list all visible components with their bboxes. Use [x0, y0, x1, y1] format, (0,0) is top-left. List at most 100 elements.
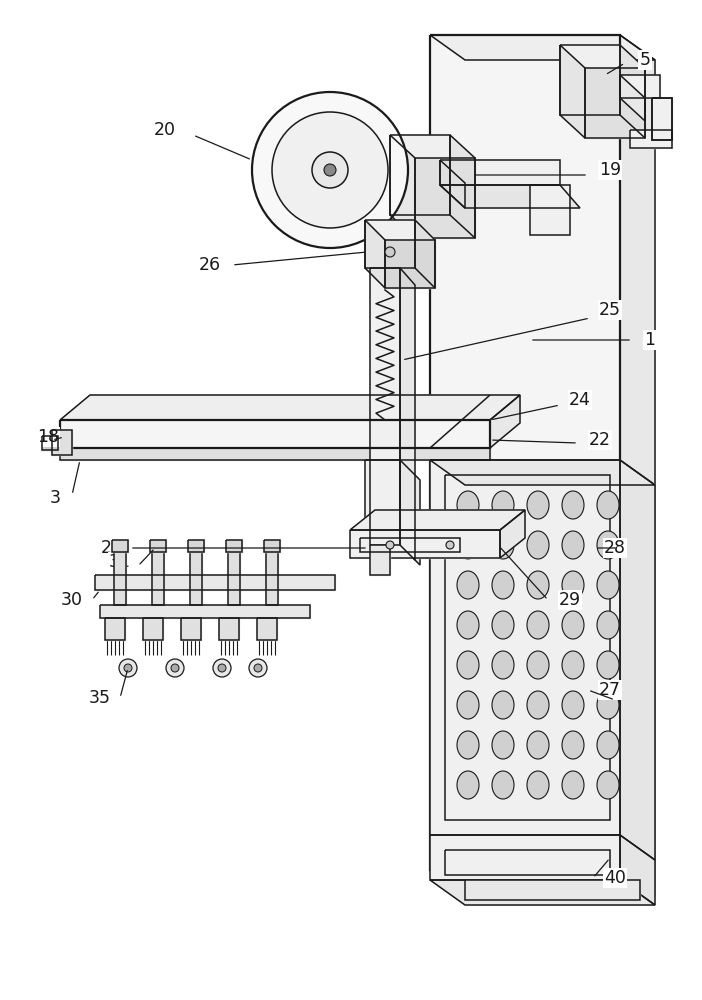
Polygon shape	[257, 618, 277, 640]
Text: 20: 20	[154, 121, 176, 139]
Ellipse shape	[492, 691, 514, 719]
Polygon shape	[652, 98, 672, 140]
Polygon shape	[500, 510, 525, 558]
Text: 18: 18	[37, 428, 59, 446]
Polygon shape	[350, 530, 500, 558]
Polygon shape	[52, 430, 72, 455]
Polygon shape	[385, 240, 435, 288]
Polygon shape	[440, 160, 560, 185]
Circle shape	[218, 664, 226, 672]
Ellipse shape	[562, 531, 584, 559]
Ellipse shape	[597, 731, 619, 759]
Text: 25: 25	[599, 301, 621, 319]
Text: 19: 19	[599, 161, 621, 179]
Circle shape	[252, 92, 408, 248]
Polygon shape	[150, 540, 166, 552]
Polygon shape	[630, 130, 672, 148]
Ellipse shape	[562, 651, 584, 679]
Ellipse shape	[527, 691, 549, 719]
Text: 24: 24	[569, 391, 591, 409]
Ellipse shape	[562, 731, 584, 759]
Text: 22: 22	[589, 431, 611, 449]
Polygon shape	[181, 618, 201, 640]
Polygon shape	[152, 548, 164, 605]
Ellipse shape	[457, 611, 479, 639]
Ellipse shape	[492, 611, 514, 639]
Polygon shape	[114, 548, 126, 605]
Polygon shape	[365, 460, 400, 545]
Ellipse shape	[597, 771, 619, 799]
Circle shape	[312, 152, 348, 188]
Circle shape	[124, 664, 132, 672]
Polygon shape	[430, 460, 620, 835]
Polygon shape	[370, 545, 390, 575]
Ellipse shape	[597, 691, 619, 719]
Polygon shape	[112, 540, 128, 552]
Ellipse shape	[492, 491, 514, 519]
Circle shape	[249, 659, 267, 677]
Circle shape	[272, 112, 388, 228]
Ellipse shape	[457, 691, 479, 719]
Polygon shape	[430, 35, 620, 870]
Text: 1: 1	[644, 331, 656, 349]
Polygon shape	[226, 540, 242, 552]
Polygon shape	[620, 835, 655, 905]
Text: 26: 26	[199, 256, 221, 274]
Polygon shape	[560, 45, 585, 138]
Ellipse shape	[597, 651, 619, 679]
Polygon shape	[490, 395, 520, 448]
Text: 28: 28	[604, 539, 626, 557]
Polygon shape	[60, 420, 490, 448]
Polygon shape	[415, 220, 435, 288]
Ellipse shape	[527, 491, 549, 519]
Circle shape	[446, 541, 454, 549]
Ellipse shape	[527, 611, 549, 639]
Ellipse shape	[562, 491, 584, 519]
Polygon shape	[42, 436, 58, 450]
Polygon shape	[228, 548, 240, 605]
Text: 23: 23	[101, 539, 123, 557]
Ellipse shape	[527, 571, 549, 599]
Ellipse shape	[492, 731, 514, 759]
Polygon shape	[430, 460, 655, 485]
Polygon shape	[620, 35, 655, 895]
Polygon shape	[620, 75, 660, 98]
Polygon shape	[430, 835, 620, 880]
Ellipse shape	[597, 571, 619, 599]
Polygon shape	[450, 135, 475, 238]
Polygon shape	[440, 185, 580, 208]
Ellipse shape	[527, 651, 549, 679]
Polygon shape	[440, 160, 465, 208]
Polygon shape	[390, 135, 450, 215]
Circle shape	[119, 659, 137, 677]
Circle shape	[213, 659, 231, 677]
Polygon shape	[400, 460, 420, 565]
Ellipse shape	[492, 651, 514, 679]
Polygon shape	[415, 158, 475, 238]
Ellipse shape	[562, 691, 584, 719]
Ellipse shape	[457, 531, 479, 559]
Text: 5: 5	[640, 51, 651, 69]
Polygon shape	[60, 448, 490, 460]
Polygon shape	[430, 35, 655, 60]
Polygon shape	[60, 395, 520, 420]
Polygon shape	[100, 605, 310, 618]
Polygon shape	[95, 575, 335, 590]
Circle shape	[386, 541, 394, 549]
Text: 40: 40	[604, 869, 626, 887]
Ellipse shape	[457, 731, 479, 759]
Polygon shape	[465, 880, 640, 900]
Text: 30: 30	[61, 591, 83, 609]
Polygon shape	[620, 75, 645, 121]
Polygon shape	[365, 220, 415, 268]
Polygon shape	[620, 460, 655, 860]
Polygon shape	[143, 618, 163, 640]
Ellipse shape	[492, 571, 514, 599]
Text: 3: 3	[50, 489, 60, 507]
Polygon shape	[365, 220, 385, 288]
Ellipse shape	[562, 611, 584, 639]
Polygon shape	[530, 185, 570, 235]
Circle shape	[324, 164, 336, 176]
Ellipse shape	[457, 771, 479, 799]
Ellipse shape	[597, 491, 619, 519]
